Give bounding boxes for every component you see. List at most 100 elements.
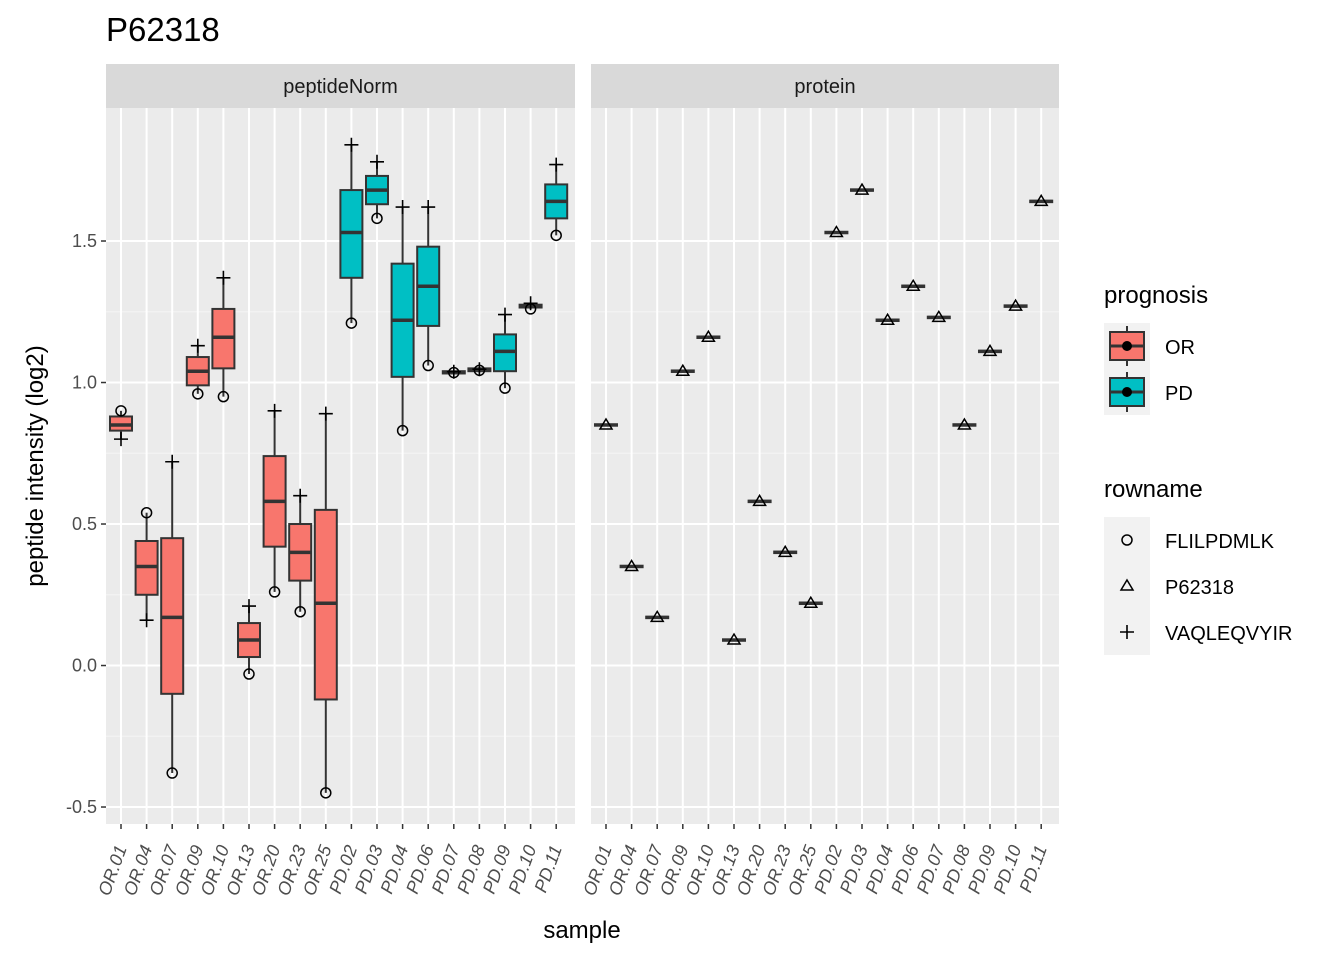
legend-plus-shape [1120, 625, 1134, 639]
point-VAQLEQVYIR [421, 200, 436, 215]
point-VAQLEQVYIR [216, 270, 231, 285]
box-OR.07 [645, 609, 670, 623]
box-OR.09 [670, 363, 695, 376]
point-P62318 [854, 182, 870, 195]
legend: prognosis OR PD rowname FLILPDMLK P62318 VAQLE… [1104, 282, 1292, 655]
point-P62318 [803, 595, 819, 609]
point-P62318 [701, 329, 716, 342]
box-PD.07 [441, 364, 466, 379]
y-tick-label: 1.0 [72, 373, 97, 393]
point-VAQLEQVYIR [190, 338, 205, 353]
point-VAQLEQVYIR [293, 488, 308, 503]
point-P62318 [982, 343, 998, 357]
y-tick-label: 0.5 [72, 514, 97, 534]
point-P62318 [829, 225, 844, 238]
point-VAQLEQVYIR [114, 432, 128, 447]
legend-key-point [1122, 387, 1132, 397]
point-FLILPDMLK [371, 212, 383, 225]
legend-label-FLILPDMLK: FLILPDMLK [1165, 531, 1275, 553]
box-OR.23 [288, 488, 313, 618]
point-FLILPDMLK [320, 787, 332, 799]
point-FLILPDMLK [550, 229, 562, 242]
box-PD.02 [824, 225, 849, 238]
box-OR.07 [160, 454, 185, 779]
box-OR.20 [262, 403, 287, 598]
box-PD.08 [952, 417, 977, 430]
point-FLILPDMLK [499, 382, 511, 394]
point-P62318 [624, 559, 639, 572]
point-FLILPDMLK [422, 359, 434, 372]
box-OR.20 [747, 493, 772, 507]
point-FLILPDMLK [345, 317, 358, 329]
panel-peptideNorm: peptideNorm-0.50.00.51.01.5OR.01OR.04OR.… [66, 64, 575, 898]
box-PD.04 [875, 312, 900, 326]
point-P62318 [931, 309, 947, 323]
legend-key-PD: PD [1104, 369, 1193, 415]
point-FLILPDMLK [217, 390, 230, 403]
facet-strip-label: peptideNorm [283, 76, 398, 98]
point-P62318 [598, 417, 614, 430]
legend-label-P62318: P62318 [1165, 577, 1234, 599]
y-tick-label: 1.5 [72, 231, 97, 251]
point-VAQLEQVYIR [498, 307, 512, 322]
legend-key-background [1104, 517, 1150, 563]
point-VAQLEQVYIR [395, 200, 410, 215]
legend-key-P62318: P62318 [1104, 563, 1234, 609]
box-PD.04 [390, 200, 415, 437]
point-P62318 [726, 632, 742, 645]
point-VAQLEQVYIR [242, 599, 256, 614]
box-OR.10 [696, 329, 721, 342]
box-OR.10 [211, 270, 236, 403]
box-OR.01 [109, 405, 133, 447]
point-FLILPDMLK [294, 605, 306, 618]
y-tick-label: -0.5 [66, 797, 97, 817]
legend-triangle-shape [1119, 578, 1135, 591]
point-FLILPDMLK [140, 506, 153, 519]
point-P62318 [649, 609, 665, 623]
facet-strip [591, 64, 1059, 108]
legend-label-OR: OR [1165, 337, 1195, 359]
legend-key-FLILPDMLK: FLILPDMLK [1104, 517, 1275, 563]
box-OR.04 [134, 506, 159, 628]
box-OR.01 [594, 417, 618, 430]
box-PD.08 [467, 362, 492, 377]
box-OR.04 [619, 559, 644, 572]
box-OR.25 [313, 406, 338, 799]
box-OR.25 [798, 595, 823, 609]
box-PD.03 [850, 182, 874, 195]
chart-title: P62318 [106, 11, 220, 48]
legend-key-point [1122, 341, 1132, 351]
point-FLILPDMLK [192, 388, 204, 400]
box-PD.02 [339, 137, 364, 329]
legend-label-VAQLEQVYIR: VAQLEQVYIR [1165, 623, 1292, 645]
point-FLILPDMLK [166, 767, 178, 779]
box-OR.13 [722, 632, 746, 645]
point-FLILPDMLK [396, 424, 409, 437]
point-P62318 [777, 544, 793, 558]
point-P62318 [1033, 193, 1049, 207]
point-VAQLEQVYIR [318, 406, 333, 421]
point-VAQLEQVYIR [165, 454, 180, 469]
point-P62318 [1008, 298, 1023, 311]
point-VAQLEQVYIR [344, 137, 359, 152]
box-PD.10 [518, 296, 543, 315]
box-PD.10 [1003, 298, 1028, 311]
legend-circle-shape [1121, 534, 1133, 546]
point-P62318 [675, 363, 691, 376]
legend-label-PD: PD [1165, 383, 1193, 405]
point-P62318 [905, 278, 921, 292]
box-OR.09 [185, 338, 210, 400]
y-tick-label: 0.0 [72, 656, 97, 676]
point-VAQLEQVYIR [267, 403, 282, 418]
panel-protein: proteinOR.01OR.04OR.07OR.09OR.10OR.13OR.… [579, 64, 1059, 898]
box-PD.06 [901, 278, 926, 292]
legend-title-rowname: rowname [1104, 476, 1203, 503]
box-OR.23 [773, 544, 798, 558]
point-VAQLEQVYIR [472, 362, 487, 377]
point-FLILPDMLK [243, 668, 255, 680]
box-PD.09 [493, 307, 517, 394]
legend-key-background [1104, 563, 1150, 609]
box-PD.09 [978, 343, 1002, 357]
point-VAQLEQVYIR [523, 296, 538, 311]
